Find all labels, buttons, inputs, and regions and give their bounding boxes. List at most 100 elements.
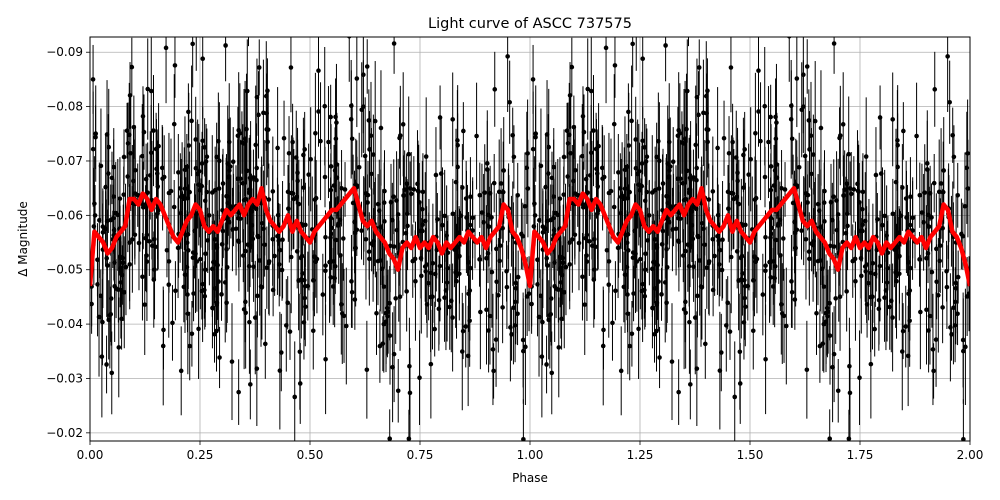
data-point [118,268,124,274]
data-point [606,259,612,264]
data-point [822,219,827,224]
data-point [330,284,336,289]
data-point [870,260,876,266]
data-point [803,236,809,242]
data-point [898,213,904,219]
data-point [922,190,928,195]
data-point [644,154,650,160]
data-point [140,113,146,119]
data-point [831,41,837,46]
data-point [701,110,706,116]
data-point [328,231,334,237]
data-point [706,197,712,202]
data-point [378,125,384,131]
data-point [587,238,592,244]
data-point [397,135,402,141]
data-point [606,190,612,196]
data-point [485,251,491,256]
data-point [337,217,343,223]
data-point [498,181,504,186]
data-point [415,181,420,187]
data-point [295,170,300,176]
data-point [515,311,520,317]
data-point [93,131,99,136]
data-point [378,258,383,263]
x-tick-label: 0.75 [407,448,434,462]
data-point [540,230,546,235]
data-point [862,264,868,269]
data-point [752,254,757,260]
data-point [548,296,554,301]
data-point [184,264,190,270]
data-point [885,265,890,271]
data-point [481,220,486,225]
data-point [635,171,640,177]
data-point [236,389,241,395]
data-point [563,264,569,270]
data-point [868,270,874,276]
data-point [192,228,197,234]
data-point [509,332,514,337]
data-point [235,133,241,139]
data-point [683,248,688,254]
data-point [301,320,307,325]
data-point [544,255,550,261]
data-point [254,94,260,100]
data-point [225,161,231,166]
data-point [248,382,253,387]
data-point [855,181,860,187]
data-point [369,171,374,177]
data-point [762,174,768,180]
data-point [247,187,252,192]
data-point [929,269,935,275]
data-point [568,150,574,156]
data-point [680,181,686,186]
data-point [801,72,806,78]
data-point [215,262,220,268]
data-point [760,292,766,297]
data-point [339,185,344,191]
data-point [277,368,283,373]
data-point [531,224,537,229]
data-point [277,247,283,253]
data-point [254,366,260,371]
data-point [301,185,306,190]
data-point [820,341,826,346]
data-point [333,237,339,243]
data-point [805,192,811,198]
data-point [575,192,581,198]
data-point [945,54,950,59]
data-point [106,171,111,176]
data-point [366,249,372,254]
data-point [349,279,354,284]
data-point [217,158,222,164]
data-point [387,436,393,441]
data-point [97,218,102,223]
data-point [216,279,221,284]
data-point [491,368,496,374]
data-point [104,218,110,224]
data-point [170,320,175,326]
data-point [877,263,883,269]
data-point [491,180,497,186]
data-point [507,99,512,105]
data-point [792,230,798,236]
data-point [529,301,534,307]
data-point [312,254,317,260]
data-point [720,237,725,243]
data-point [834,198,839,203]
data-point [303,304,308,310]
data-point [153,146,159,152]
data-point [205,238,211,243]
data-point [566,132,572,138]
data-point [185,196,190,201]
data-point [552,283,557,289]
data-point [540,224,546,229]
data-point [233,226,239,232]
data-point [676,239,682,245]
data-point [818,258,823,263]
data-point [618,210,624,216]
data-point [756,68,761,73]
y-tick-label: −0.07 [46,154,83,168]
